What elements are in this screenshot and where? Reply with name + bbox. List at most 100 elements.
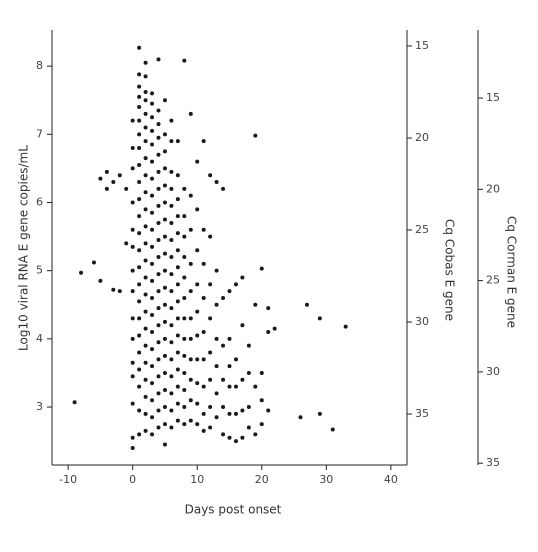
point [266, 408, 271, 413]
point [208, 377, 213, 382]
x-tick-label: 30 [319, 473, 333, 486]
point [156, 357, 161, 362]
point [221, 295, 226, 300]
point [162, 200, 167, 205]
point [330, 427, 335, 432]
point [137, 282, 142, 287]
point [143, 275, 148, 280]
point [150, 159, 155, 164]
point [169, 391, 174, 396]
point [233, 384, 238, 389]
point [130, 166, 135, 171]
point [266, 306, 271, 311]
point [143, 207, 148, 212]
point [188, 261, 193, 266]
point [162, 149, 167, 154]
point [195, 357, 200, 362]
point [233, 439, 238, 444]
point [169, 186, 174, 191]
point [246, 370, 251, 375]
point [137, 214, 142, 219]
point [201, 384, 206, 389]
point [175, 231, 180, 236]
point [137, 248, 142, 253]
point [137, 384, 142, 389]
point [208, 282, 213, 287]
point [111, 180, 116, 185]
point [182, 370, 187, 375]
point [143, 309, 148, 314]
point [143, 156, 148, 161]
point [162, 370, 167, 375]
point [137, 197, 142, 202]
point [343, 324, 348, 329]
y-tick-label: 3 [36, 400, 43, 413]
point [169, 374, 174, 379]
point [150, 176, 155, 181]
point [143, 74, 148, 79]
point [208, 173, 213, 178]
point [143, 60, 148, 65]
y2-tick-label: 15 [415, 39, 429, 52]
point [259, 370, 264, 375]
x-tick-label: 10 [190, 473, 204, 486]
point [246, 405, 251, 410]
x-axis-label: Days post onset [185, 503, 282, 517]
point [175, 139, 180, 144]
point [259, 422, 264, 427]
point [156, 408, 161, 413]
point [150, 415, 155, 420]
point [104, 169, 109, 174]
point [150, 261, 155, 266]
point [182, 336, 187, 341]
point [169, 272, 174, 277]
point [162, 302, 167, 307]
point [240, 323, 245, 328]
point [137, 105, 142, 110]
point [175, 214, 180, 219]
point [156, 122, 161, 127]
point [175, 384, 180, 389]
x-tick-label: 20 [255, 473, 269, 486]
point [143, 190, 148, 195]
point [266, 330, 271, 335]
point [150, 278, 155, 283]
point [162, 319, 167, 324]
point [137, 84, 142, 89]
point [117, 289, 122, 294]
point [175, 173, 180, 178]
point [298, 415, 303, 420]
point [156, 289, 161, 294]
point [162, 183, 167, 188]
y-tick-label: 8 [36, 59, 43, 72]
point [201, 411, 206, 416]
point [150, 313, 155, 317]
point [137, 163, 142, 167]
point [162, 98, 167, 103]
point [143, 224, 148, 229]
point [208, 405, 213, 410]
point [156, 57, 161, 62]
point [143, 173, 148, 178]
point [150, 142, 155, 147]
point [130, 289, 135, 294]
point [195, 207, 200, 212]
point [162, 442, 167, 447]
point [162, 285, 167, 290]
point [150, 347, 155, 352]
point [175, 367, 180, 372]
point [175, 350, 180, 355]
point [195, 248, 200, 253]
point [240, 275, 245, 280]
y3-tick-label: 35 [486, 456, 500, 469]
point [130, 401, 135, 406]
point [117, 173, 122, 178]
point [143, 360, 148, 365]
y-axis-label: Log10 viral RNA E gene copies/mL [17, 145, 31, 351]
point [214, 268, 219, 273]
y-tick-label: 4 [36, 332, 43, 345]
point [208, 234, 213, 239]
point [214, 391, 219, 396]
point [137, 145, 142, 150]
